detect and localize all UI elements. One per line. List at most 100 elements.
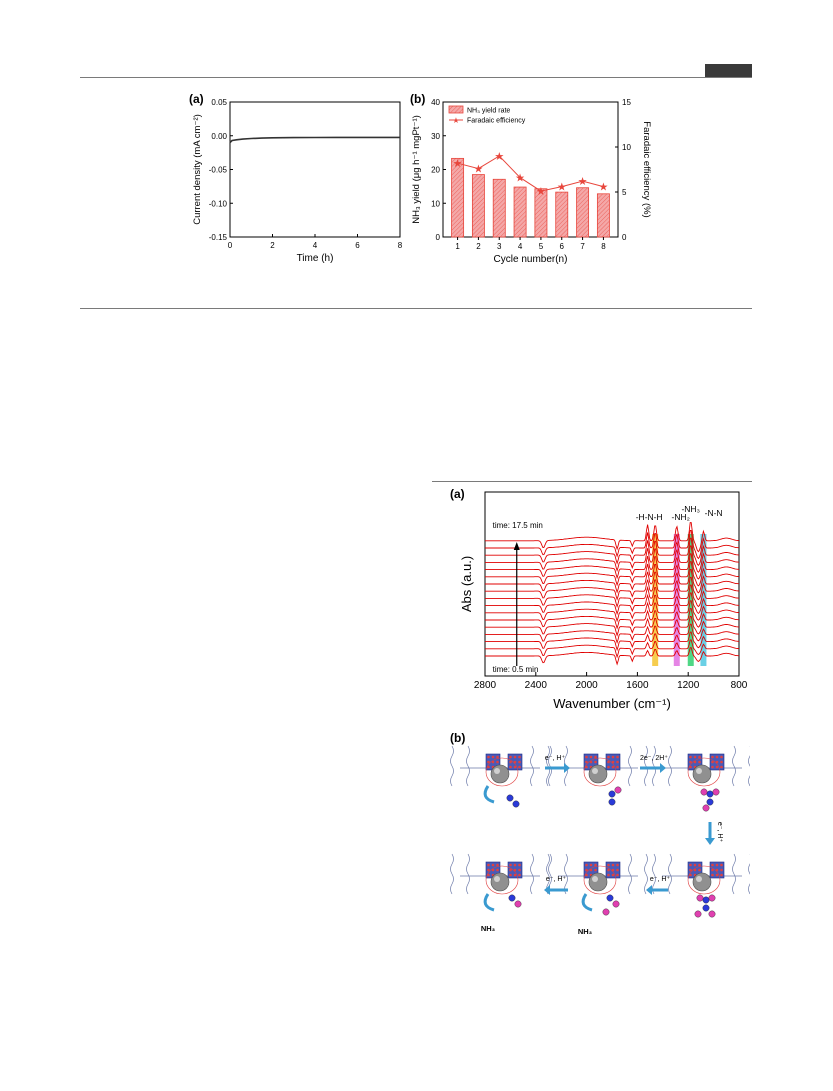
atom (611, 760, 615, 764)
ligand (450, 745, 454, 787)
atom (607, 760, 610, 764)
x-tick-label: 4 (518, 242, 523, 251)
adsorbate-atom (614, 786, 622, 794)
plot-area: 0 2 4 6 8 0.05 0.00 -0.05 -0.10 -0.15 Time (h) Curr… (192, 98, 403, 264)
atom (487, 765, 490, 769)
adsorbate-atom (506, 794, 514, 802)
atom (585, 755, 588, 759)
y-tick-label: -0.10 (209, 199, 228, 208)
atom (585, 760, 588, 764)
atom (594, 868, 597, 872)
annotation: time: 0.5 min (493, 665, 539, 674)
atom (585, 765, 588, 769)
fe-point: ★ (494, 151, 504, 163)
catalyst-cluster (450, 745, 550, 808)
x-tick-label: 1 (455, 242, 460, 251)
y-tick-label: 30 (431, 132, 440, 141)
bar (513, 186, 527, 238)
figure1-panel-b: (b) 1 2 3 4 5 6 7 8 0 10 20 30 40 0 5 10 15 ★ ★ ★ ★ ★ ★ ★ ★ NH₃ y… (410, 92, 652, 265)
spectrum-line (485, 537, 740, 566)
atom (689, 765, 692, 769)
catalyst-cluster (652, 853, 750, 918)
x-tick-label: 1600 (626, 680, 649, 691)
adsorbate-atom (612, 900, 620, 908)
atom (689, 755, 692, 759)
atom (518, 863, 521, 867)
atom (711, 755, 714, 759)
step-arrow-head (564, 763, 570, 773)
legend-swatch-bar (448, 105, 464, 114)
y2-tick-label: 15 (622, 98, 631, 107)
x-tick-label: 7 (580, 242, 585, 251)
atom (496, 755, 499, 759)
figure-bottom-rule (80, 308, 752, 309)
atom (491, 863, 495, 867)
ligand (748, 854, 750, 895)
bar (555, 191, 569, 238)
atom (589, 760, 593, 764)
annotation: -H-N-H (636, 512, 663, 522)
spectrum-line (485, 639, 740, 659)
y-tick-label: -0.05 (209, 166, 228, 175)
ligand (530, 745, 534, 787)
atom (616, 760, 619, 764)
spectrum-line (485, 600, 740, 623)
step-label: 2e⁻, 2H⁺ (640, 755, 668, 762)
atom (585, 873, 588, 877)
y-tick-label: 20 (431, 166, 440, 175)
atom (711, 863, 714, 867)
atom (616, 868, 619, 872)
atom (491, 755, 495, 759)
atom (589, 863, 593, 867)
ligand (652, 853, 656, 895)
y2-tick-label: 10 (622, 143, 631, 152)
atom (509, 873, 512, 877)
atom (594, 863, 597, 867)
y-tick-label: 10 (431, 199, 440, 208)
y-axis-label: NH₃ yield (μg h⁻¹ mgPt⁻¹) (411, 115, 422, 224)
series-line (229, 136, 400, 144)
atom (693, 760, 697, 764)
atom (513, 873, 517, 877)
atom (491, 868, 495, 872)
y-tick-label: -0.15 (209, 233, 228, 242)
bar (596, 193, 610, 238)
atom (611, 755, 615, 759)
atom (496, 863, 499, 867)
spectrum-line (485, 623, 740, 645)
step-arrow-head (646, 885, 652, 895)
pt-highlight (494, 876, 500, 882)
atom (509, 755, 512, 759)
atom (693, 863, 697, 867)
pt-highlight (592, 876, 598, 882)
ring (583, 865, 617, 895)
y2-tick-label: 5 (622, 188, 627, 197)
adsorbate-atom (608, 798, 616, 806)
panel-label: (a) (189, 92, 204, 106)
catalyst-cluster (652, 745, 750, 812)
legend-marker: ★ (452, 116, 459, 125)
ligand (668, 745, 672, 787)
band-highlight (687, 534, 694, 666)
x-axis-label: Time (h) (297, 253, 334, 264)
plot-area: time: 17.5 min time: 0.5 min -H-N-H -NH₂-NH… (459, 491, 748, 711)
fe-point: ★ (453, 158, 463, 170)
step-label: e⁻, H⁺ (546, 876, 567, 883)
pt-sphere (588, 764, 608, 784)
adsorbate-atom (708, 894, 716, 902)
atom (689, 868, 692, 872)
pt-sphere (490, 764, 510, 784)
atom (594, 760, 597, 764)
annotation: -NH₃ (681, 504, 700, 514)
atom (715, 760, 719, 764)
ligand (548, 745, 552, 787)
x-tick-label: 8 (601, 242, 606, 251)
header-block (705, 64, 752, 77)
atom (698, 760, 701, 764)
curved-arrow (483, 785, 495, 804)
atom (715, 755, 719, 759)
atom (589, 868, 593, 872)
step-arrow-head (705, 838, 715, 845)
adsorbate-atom (702, 804, 710, 812)
atom (720, 863, 723, 867)
